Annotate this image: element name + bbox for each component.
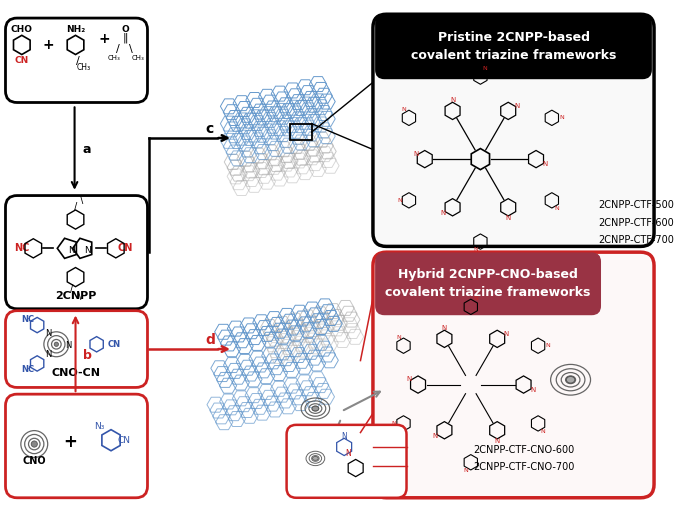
FancyBboxPatch shape: [376, 15, 651, 78]
Text: a: a: [82, 143, 90, 156]
Text: 2CNPP-CTF-500
2CNPP-CTF-600
2CNPP-CTF-700: 2CNPP-CTF-500 2CNPP-CTF-600 2CNPP-CTF-70…: [599, 200, 674, 245]
Text: N: N: [392, 421, 397, 426]
Text: N: N: [84, 246, 90, 255]
Text: ‖: ‖: [123, 32, 128, 42]
Text: N: N: [402, 107, 406, 112]
Text: N: N: [441, 209, 446, 216]
Text: N: N: [559, 115, 564, 120]
Text: +: +: [63, 433, 77, 451]
Circle shape: [32, 441, 37, 447]
Text: N: N: [464, 468, 469, 473]
Text: \: \: [79, 196, 83, 205]
Text: N: N: [540, 429, 545, 434]
Text: NC: NC: [14, 243, 29, 253]
Text: Pristine 2CNPP-based
covalent triazine frameworks: Pristine 2CNPP-based covalent triazine f…: [411, 31, 616, 62]
Text: N: N: [506, 215, 511, 221]
Text: N: N: [406, 376, 412, 382]
FancyBboxPatch shape: [373, 14, 654, 246]
Text: N: N: [397, 198, 401, 203]
Text: N: N: [473, 296, 478, 301]
Circle shape: [54, 343, 58, 346]
Text: N: N: [514, 102, 520, 109]
Text: CNO-CN: CNO-CN: [51, 368, 100, 378]
FancyBboxPatch shape: [376, 253, 600, 314]
Text: N: N: [68, 246, 75, 255]
Text: CN: CN: [118, 436, 131, 445]
Text: N: N: [433, 433, 438, 439]
Text: N: N: [442, 325, 447, 331]
Text: N₃: N₃: [95, 422, 105, 431]
Text: CH₃: CH₃: [108, 55, 121, 61]
Text: b: b: [83, 349, 92, 362]
Text: N: N: [345, 449, 351, 458]
Text: N: N: [45, 329, 52, 338]
Ellipse shape: [566, 376, 575, 383]
Text: N: N: [341, 432, 347, 441]
Text: CHO: CHO: [11, 25, 33, 34]
Text: c: c: [206, 122, 214, 136]
Text: N: N: [503, 331, 509, 336]
Text: N: N: [554, 206, 559, 211]
Text: N: N: [483, 66, 488, 71]
Text: 2CNPP-CTF-CNO-600
2CNPP-CTF-CNO-700: 2CNPP-CTF-CNO-600 2CNPP-CTF-CNO-700: [473, 445, 574, 472]
Text: Hybrid 2CNPP-CNO-based
covalent triazine frameworks: Hybrid 2CNPP-CNO-based covalent triazine…: [386, 268, 590, 300]
Text: O: O: [121, 25, 129, 34]
FancyBboxPatch shape: [5, 18, 147, 102]
Text: CN: CN: [108, 340, 121, 349]
Text: N: N: [545, 343, 550, 348]
Text: /: /: [74, 202, 77, 212]
Text: N: N: [66, 340, 72, 350]
FancyBboxPatch shape: [5, 196, 147, 309]
Ellipse shape: [312, 457, 319, 460]
FancyBboxPatch shape: [286, 425, 406, 498]
Text: NH₂: NH₂: [66, 25, 85, 34]
Text: CH₃: CH₃: [132, 55, 145, 61]
Text: CN: CN: [118, 243, 133, 253]
Text: N: N: [530, 387, 536, 393]
Text: +: +: [43, 38, 55, 52]
Text: CNO: CNO: [23, 456, 46, 466]
Text: N: N: [45, 350, 52, 359]
Text: CN: CN: [14, 56, 29, 65]
Text: 2CNPP: 2CNPP: [55, 291, 96, 301]
Text: /: /: [75, 56, 79, 66]
Text: N: N: [413, 151, 419, 157]
Text: CH₃: CH₃: [76, 63, 90, 73]
Text: NC: NC: [21, 315, 34, 324]
Text: N: N: [473, 247, 478, 252]
Text: NC: NC: [21, 365, 34, 374]
Text: \: \: [77, 291, 81, 301]
FancyBboxPatch shape: [373, 252, 654, 498]
Text: N: N: [397, 335, 401, 340]
FancyBboxPatch shape: [5, 311, 147, 388]
Text: \: \: [129, 44, 133, 54]
Text: d: d: [205, 333, 215, 348]
Text: N: N: [450, 97, 456, 103]
Text: /: /: [116, 44, 120, 54]
Ellipse shape: [312, 406, 319, 411]
Text: /: /: [70, 284, 73, 293]
Text: N: N: [495, 438, 500, 444]
FancyBboxPatch shape: [5, 394, 147, 498]
Text: +: +: [99, 32, 110, 46]
Text: N: N: [543, 161, 548, 167]
